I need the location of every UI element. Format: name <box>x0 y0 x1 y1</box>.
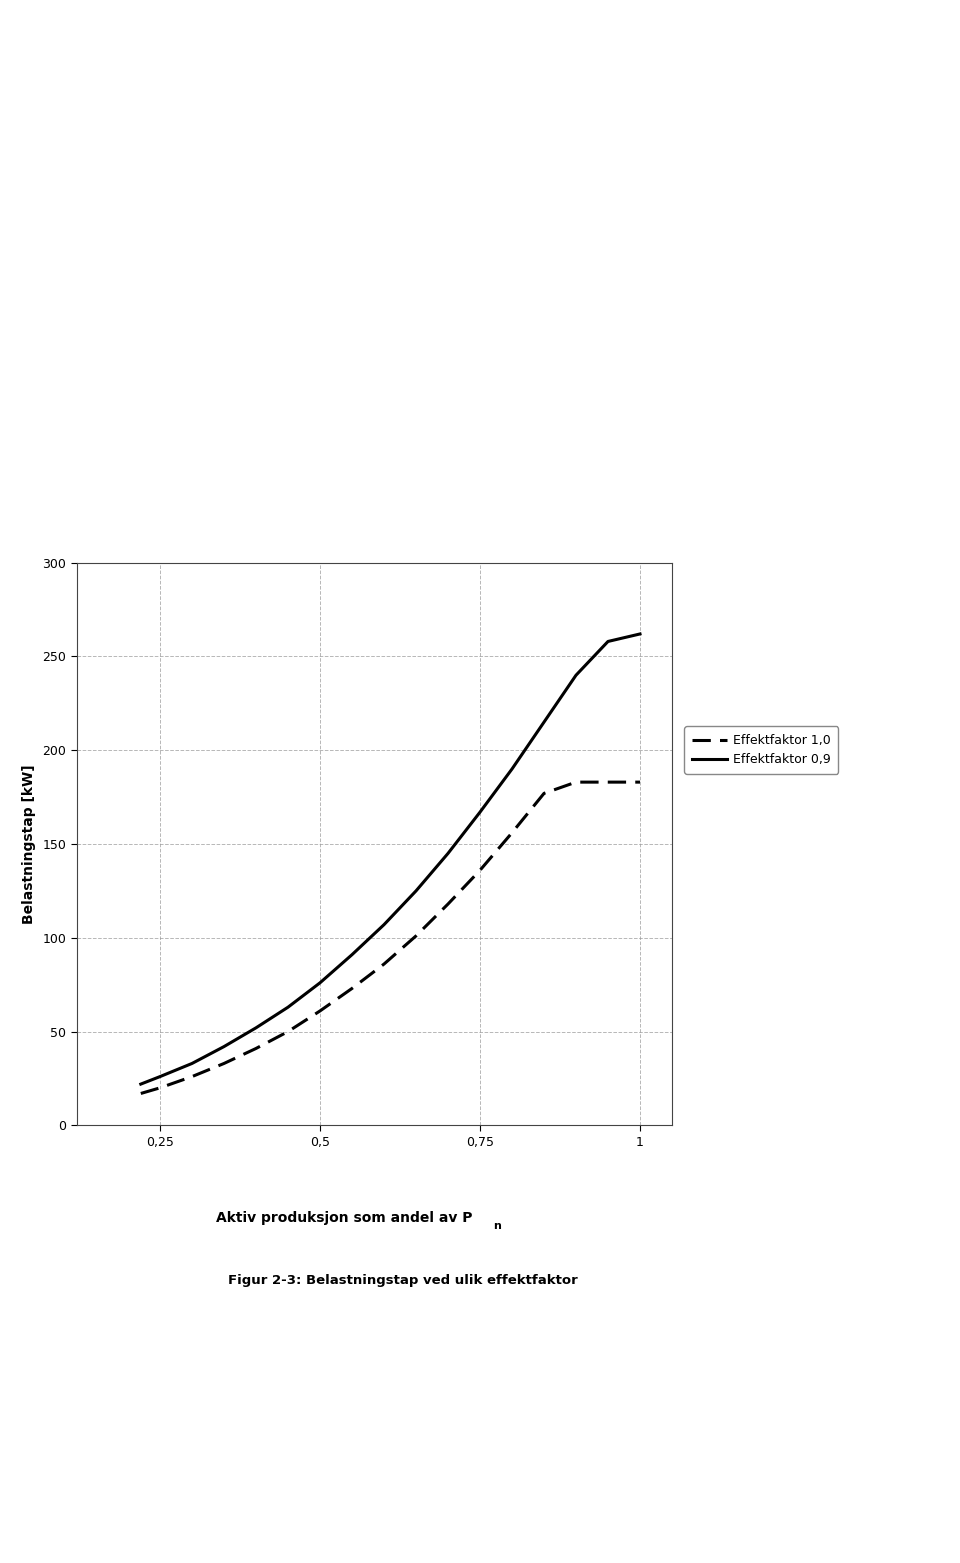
Text: Figur 2-3: Belastningstap ved ulik effektfaktor: Figur 2-3: Belastningstap ved ulik effek… <box>228 1274 578 1286</box>
Text: Aktiv produksjon som andel av P: Aktiv produksjon som andel av P <box>216 1211 473 1225</box>
Legend: Effektfaktor 1,0, Effektfaktor 0,9: Effektfaktor 1,0, Effektfaktor 0,9 <box>684 727 838 774</box>
Text: n: n <box>493 1221 501 1230</box>
Y-axis label: Belastningstap [kW]: Belastningstap [kW] <box>21 764 36 924</box>
